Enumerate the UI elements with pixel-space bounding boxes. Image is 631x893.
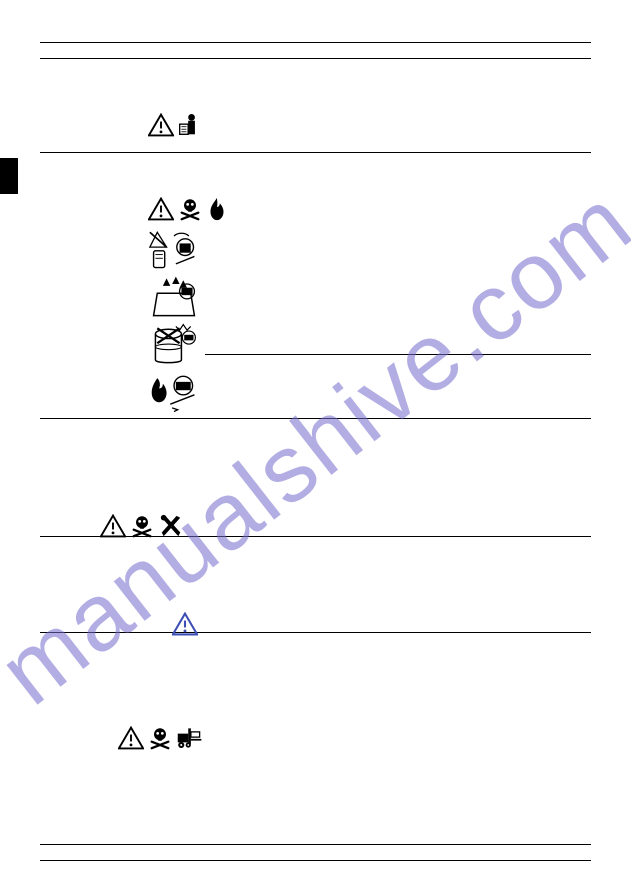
read-manual-icon	[178, 112, 200, 138]
warning-triangle-icon	[148, 197, 174, 221]
icon-group-forklift	[118, 726, 204, 750]
icon-group-maintenance	[100, 514, 184, 538]
warning-triangle-icon	[118, 726, 144, 750]
forklift-icon	[176, 726, 204, 750]
rule-bottom-2	[40, 860, 591, 861]
icon-group-fire-hazard	[148, 196, 228, 222]
rule-7	[40, 632, 591, 633]
icon-group-caution	[172, 612, 198, 636]
flame-icon	[206, 196, 228, 222]
warning-triangle-blue-icon	[172, 612, 198, 636]
rule-bottom-1	[40, 844, 591, 845]
sparks-picto	[148, 274, 200, 320]
pictogram-column	[148, 226, 206, 418]
page-edge-tab	[0, 158, 18, 194]
rule-5	[40, 418, 591, 419]
skull-crossbones-icon	[148, 726, 172, 750]
skull-crossbones-icon	[130, 514, 154, 538]
fire-welding-picto	[148, 370, 200, 416]
crossed-tools-icon	[158, 514, 184, 538]
watermark-text: manualshive.com	[0, 167, 631, 726]
no-smoking-welding-picto	[148, 226, 200, 272]
warning-triangle-icon	[148, 113, 174, 137]
skull-crossbones-icon	[178, 197, 202, 221]
rule-top-1	[40, 42, 591, 43]
rule-4-short	[205, 354, 591, 355]
barrel-no-weld-picto	[148, 322, 200, 368]
icon-group-read-manual	[148, 112, 200, 138]
rule-3	[40, 152, 591, 153]
rule-top-2	[40, 58, 591, 59]
warning-triangle-icon	[100, 514, 126, 538]
